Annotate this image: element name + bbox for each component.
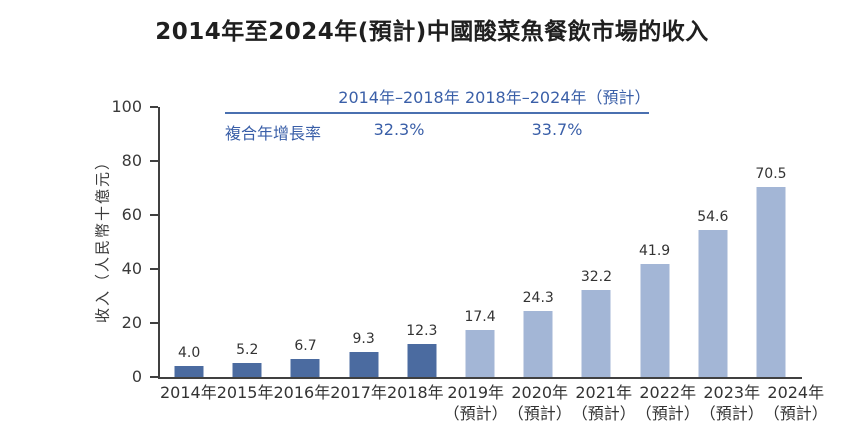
bar [581,290,611,377]
bar-value-label: 32.2 [580,269,612,286]
x-tick-forecast-note: （預計） [443,404,508,423]
bar [232,362,262,377]
x-axis-line [158,377,802,379]
cagr-row-label: 複合年增長率 [225,124,322,143]
x-tick-label: 2021年 （預計） [572,382,636,424]
x-tick-forecast-note: （預計） [763,404,828,423]
x-tick-forecast-note: （預計） [635,404,700,423]
cagr-period2-value: 33.7% [531,120,583,139]
bar-column-2019年: 17.4 [451,107,509,377]
x-tick-forecast-note: （預計） [571,404,636,423]
y-tick-mark [150,214,158,216]
bar-column-2018年: 12.3 [393,107,451,377]
cagr-header-row: 2014年–2018年 2018年–2024年（預計） [225,84,651,114]
bar [174,366,204,377]
x-tick-year: 2017年 [330,383,387,402]
bar [756,186,786,377]
x-tick-year: 2015年 [216,383,274,402]
x-tick-year: 2022年 [639,383,697,402]
plot-area: 0 20 40 60 80 100 4.0 5.2 6.7 9.3 12.3 17.4 24.3 32.… [111,97,800,386]
y-axis-title: 收入（人民幣十億元） [93,152,112,324]
bar-value-label: 12.3 [406,322,438,339]
bar-value-label: 5.2 [236,341,259,358]
bar [290,358,320,377]
cagr-annotation-table: 2014年–2018年 2018年–2024年（預計） 複合年增長率 32.3%… [225,84,651,144]
x-tick-label: 2018年 [387,382,444,424]
bar-column-2023年: 54.6 [684,107,742,377]
x-tick-label: 2022年 （預計） [636,382,700,424]
y-tick-mark [150,322,158,324]
x-tick-year: 2020年 [511,383,569,402]
bar-value-label: 24.3 [522,290,554,307]
x-tick-year: 2024年 [767,383,825,402]
bar-value-label: 17.4 [464,309,496,326]
y-tick-mark [150,106,158,108]
bar-value-label: 9.3 [352,330,375,347]
bar [465,330,495,377]
bar-value-label: 4.0 [177,345,201,362]
y-axis-line [158,107,160,379]
x-tick-year: 2019年 [447,383,505,402]
x-tick-label: 2017年 [330,382,387,424]
x-tick-label: 2023年 （預計） [700,382,764,424]
y-tick-label: 20 [121,313,142,332]
bar-column-2014年: 4.0 [160,107,218,377]
y-tick-label: 40 [121,259,142,278]
bar [698,229,728,377]
bar-column-2021年: 32.2 [567,107,625,377]
bar-column-2022年: 41.9 [626,107,684,377]
cagr-period2-header: 2018年–2024年（預計） [465,88,651,107]
y-tick-mark [150,268,158,270]
x-tick-label: 2024年 （預計） [764,382,828,424]
bar [640,263,670,377]
bar [349,351,379,377]
bars-container: 4.0 5.2 6.7 9.3 12.3 17.4 24.3 32.2 41.9 54.6 70.5 [160,107,800,377]
x-tick-label: 2020年 （預計） [508,382,572,424]
cagr-period1-value: 32.3% [373,120,425,139]
chart-title: 2014年至2024年(預計)中國酸菜魚餐飲市場的收入 [155,19,709,45]
bar-value-label: 6.7 [294,337,317,354]
x-tick-year: 2023年 [703,383,761,402]
x-tick-label: 2016年 [273,382,330,424]
y-tick-mark [150,376,158,378]
x-tick-label: 2014年 [160,382,217,424]
y-tick-label: 60 [121,205,142,224]
bar-value-label: 70.5 [755,165,787,182]
y-tick-label: 80 [121,151,142,170]
y-tick-mark [150,160,158,162]
bar-value-label: 41.9 [639,242,671,259]
x-tick-year: 2021年 [575,383,633,402]
x-tick-label: 2015年 [217,382,274,424]
x-tick-forecast-note: （預計） [507,404,572,423]
bar-column-2020年: 24.3 [509,107,567,377]
bar-column-2016年: 6.7 [276,107,334,377]
bar-value-label: 54.6 [697,208,729,225]
bar-column-2024年: 70.5 [742,107,800,377]
bar-column-2017年: 9.3 [335,107,393,377]
cagr-period1-header: 2014年–2018年 [338,88,460,107]
x-tick-label: 2019年 （預計） [444,382,508,424]
cagr-header-spacer [225,84,333,108]
x-tick-year: 2018年 [386,383,444,402]
x-tick-forecast-note: （預計） [699,404,764,423]
y-tick-label: 100 [111,97,142,116]
bar [407,343,437,377]
bar [523,311,553,377]
x-axis-labels: 2014年 2015年 2016年 2017年 2018年 2019年 （預計） 2020年（… [160,382,828,424]
bar-column-2015年: 5.2 [218,107,276,377]
x-tick-year: 2016年 [273,383,331,402]
x-tick-year: 2014年 [160,383,217,402]
y-tick-label: 0 [131,367,142,386]
cagr-value-row: 複合年增長率 32.3% 33.7% [225,114,649,144]
